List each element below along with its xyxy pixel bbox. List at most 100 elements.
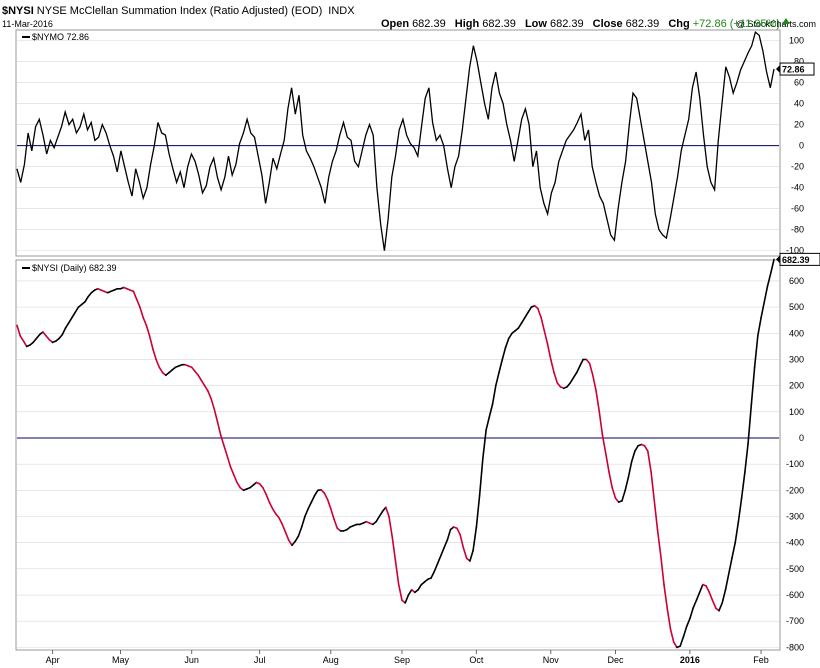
- nysi-line-segment: [22, 340, 28, 348]
- nysi-line-segment: [287, 539, 293, 547]
- nysi-line-segment: [262, 486, 267, 496]
- nysi-line-segment: [524, 311, 529, 319]
- nysi-line-segment: [491, 384, 497, 405]
- nysi-line-segment: [659, 554, 665, 586]
- nymo-y-tick-label: 20: [794, 120, 804, 130]
- nysi-line-segment: [744, 442, 749, 473]
- x-tick-label: Dec: [607, 655, 624, 665]
- nymo-y-tick-label: 60: [794, 78, 804, 88]
- nysi-y-axis: 600 500 400 300 200 100 0 -100 -200 -300 -400 -500 -…: [786, 276, 804, 652]
- nysi-line-segment: [384, 506, 390, 518]
- nysi-line-segment: [210, 397, 216, 411]
- nysi-line-segment: [501, 346, 507, 361]
- nysi-y-tick-label: -400: [786, 538, 804, 548]
- nysi-line-segment: [142, 316, 148, 327]
- nysi-last-value-tag: 682.39: [776, 252, 820, 266]
- nysi-line-segment: [727, 557, 733, 575]
- nysi-line-segment: [695, 591, 701, 602]
- x-tick-label: Aug: [323, 655, 339, 665]
- nysi-line-segment: [456, 527, 462, 536]
- nysi-line-segment: [391, 536, 397, 562]
- nysi-line-segment: [388, 515, 394, 539]
- nysi-line-segment: [207, 390, 212, 400]
- nysi-line-segment: [614, 497, 620, 503]
- nysi-line-segment: [604, 452, 610, 473]
- nysi-line-segment: [439, 547, 445, 557]
- nysi-line-segment: [74, 306, 80, 314]
- x-tick-label: May: [112, 655, 130, 665]
- nysi-line-segment: [236, 481, 241, 489]
- nysi-line-segment: [517, 321, 523, 329]
- nysi-line-segment: [268, 501, 274, 510]
- nysi-line-segment: [621, 489, 627, 502]
- nysi-line-segment: [417, 583, 423, 591]
- nysi-line-segment: [200, 379, 206, 387]
- nysi-last-value-pointer-icon: [776, 255, 780, 264]
- nysi-line-segment: [546, 342, 552, 361]
- index-name: NYSE McClellan Summation Index (Ratio Ad…: [37, 5, 323, 17]
- nysi-line-segment: [281, 523, 287, 534]
- nysi-y-tick-label: 400: [789, 328, 804, 338]
- nysi-line-segment: [579, 358, 584, 367]
- nysi-line-segment: [16, 324, 22, 337]
- nymo-last-value-tag: 72.86: [776, 62, 815, 76]
- nysi-line-segment: [760, 301, 766, 319]
- nysi-line-segment: [598, 410, 604, 437]
- nysi-line-segment: [258, 482, 264, 489]
- nysi-line-segment: [278, 516, 284, 526]
- nymo-y-tick-label: 80: [794, 57, 804, 67]
- x-tick-label: Nov: [543, 655, 560, 665]
- nysi-line-segment: [634, 444, 639, 452]
- nysi-line-segment: [220, 434, 225, 447]
- nysi-line-segment: [232, 473, 238, 484]
- nysi-line-segment: [194, 370, 199, 377]
- nysi-line-segment: [543, 329, 549, 345]
- nysi-line-segment: [394, 560, 400, 586]
- nysi-line-segment: [132, 290, 138, 301]
- nysi-line-segment: [304, 507, 310, 518]
- nysi-line-segment: [271, 507, 277, 515]
- nysi-line-segment: [145, 324, 151, 337]
- nysi-line-segment: [87, 291, 93, 298]
- nysi-line-segment: [404, 594, 410, 604]
- nysi-line-segment: [504, 337, 510, 349]
- nymo-legend: $NYMO 72.86: [22, 32, 89, 42]
- nysi-line-segment: [624, 476, 630, 492]
- nysi-line-segment: [297, 526, 303, 537]
- nymo-last-value-pointer-icon: [776, 65, 780, 74]
- nysi-line-segment: [223, 444, 229, 458]
- nysi-line-segment: [536, 307, 542, 319]
- nysi-line-segment: [35, 333, 41, 340]
- x-tick-label: Jun: [184, 655, 199, 665]
- nysi-line-segment: [397, 583, 403, 602]
- nysi-line-segment: [569, 376, 575, 384]
- nysi-line-segment: [19, 335, 25, 342]
- nysi-line-segment: [284, 531, 290, 541]
- nysi-y-tick-label: -300: [786, 512, 804, 522]
- nysi-line-segment: [747, 403, 753, 445]
- nymo-last-value-text: 72.86: [782, 65, 805, 75]
- nysi-y-tick-label: -800: [786, 642, 804, 652]
- nysi-y-tick-label: 500: [789, 302, 804, 312]
- nysi-line-segment: [378, 510, 384, 518]
- nysi-line-segment: [682, 625, 688, 638]
- nysi-line-segment: [643, 444, 649, 452]
- nysi-legend-label: $NYSI (Daily) 682.39: [32, 263, 117, 273]
- symbol-label: $NYSI: [2, 5, 34, 17]
- nysi-line-segment: [274, 513, 280, 519]
- nysi-line-segment: [672, 641, 678, 649]
- nysi-line-segment: [685, 617, 691, 628]
- nysi-line-segment: [84, 295, 89, 303]
- nysi-line-segment: [527, 306, 533, 314]
- nysi-line-segment: [769, 258, 775, 274]
- nysi-line-segment: [737, 497, 743, 523]
- x-axis: AprMayJunJulAugSepOctNovDec2016FebMar: [46, 650, 769, 665]
- nysi-line-segment: [158, 366, 164, 374]
- nysi-line-segment: [326, 498, 332, 510]
- nysi-line-segment: [669, 628, 675, 643]
- ohlc-readout: Open 682.39 High 682.39 Low 682.39 Close 682…: [381, 18, 780, 30]
- nysi-line-segment: [549, 358, 555, 374]
- nysi-line-segment: [265, 493, 271, 503]
- nysi-line-segment: [708, 591, 714, 602]
